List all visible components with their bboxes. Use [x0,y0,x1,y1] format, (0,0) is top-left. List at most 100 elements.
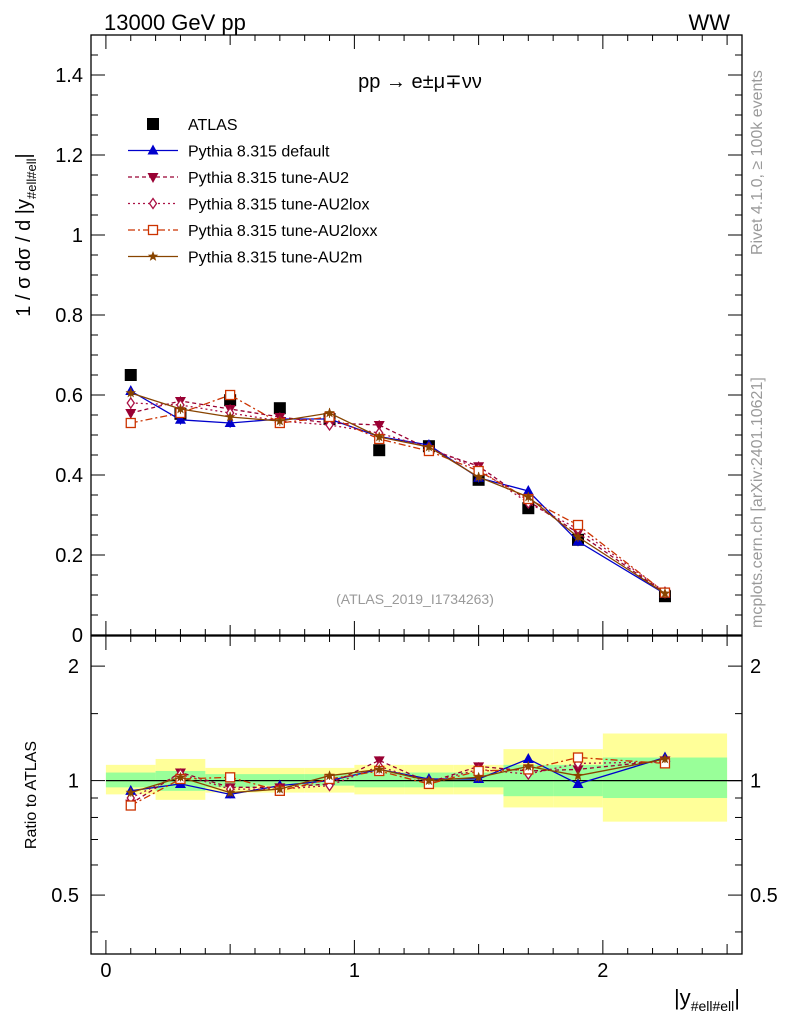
legend-entry-default: Pythia 8.315 default [128,144,330,161]
ratio-point-AU2m [473,771,484,782]
point-AU2loxx [572,519,584,531]
ratio-frame [90,635,743,955]
rivet-label: Rivet 4.1.0, ≥ 100k events [749,70,766,255]
ratio-series-AU2m [125,753,671,797]
header-right: WW [688,10,730,35]
legend-label: Pythia 8.315 tune-AU2lox [188,197,369,214]
legend-entry-AU2: Pythia 8.315 tune-AU2 [128,170,349,187]
ratio-y-tick-label-left: 1 [68,771,79,793]
series-line-default [130,390,666,595]
ratio-y-tick-label-left: 2 [68,656,79,678]
y-tick-label: 1.2 [55,145,83,167]
x-axis-label: |y#ell#ell| [674,985,740,1014]
process-label: pp → e±μ∓νν [358,71,482,93]
point-data [273,402,286,415]
legend-marker-AU2lox [148,197,158,210]
main-plot-content [124,369,671,603]
legend-entry-data: ATLAS [147,117,238,134]
point-AU2 [373,421,385,431]
ratio-y-tick-label-right: 1 [750,771,761,793]
legend-label: Pythia 8.315 tune-AU2m [188,250,362,267]
series-line-AU2lox [130,402,666,593]
point-AU2 [125,409,137,419]
header-left: 13000 GeV pp [104,10,246,35]
legend-entry-AU2m: Pythia 8.315 tune-AU2m [128,250,362,267]
point-AU2loxx [125,417,136,429]
legend-marker-AU2m [147,251,159,261]
ratio-y-tick-label-right: 2 [750,656,761,678]
main-panel: 0 0.2 0.4 0.6 0.8 1 1.2 1.4 pp → e±μ∓νν (ATLAS_… [13,34,743,647]
series-AU2m [125,387,671,599]
point-data [373,444,386,457]
point-AU2lox [126,396,136,410]
series-default [125,385,671,599]
ratio-panel: 0.5 0.5 1 1 2 2 0 1 2 Ratio to ATLAS [23,635,778,982]
y-tick-label: 1 [72,225,83,247]
main-axes: 0 0.2 0.4 0.6 0.8 1 1.2 1.4 [55,35,742,647]
point-AU2m [274,415,286,426]
point-AU2m [473,471,484,482]
point-AU2m [572,531,584,542]
point-AU2m [659,587,671,598]
ratio-axes: 0.5 0.5 1 1 2 2 0 1 2 [51,636,778,982]
point-AU2lox [325,418,334,432]
legend-marker-AU2 [147,173,159,183]
uncertainty-band-inner [354,772,405,788]
series-line-AU2loxx [130,394,666,594]
legend-label: Pythia 8.315 default [188,144,330,161]
legend-entry-AU2lox: Pythia 8.315 tune-AU2lox [128,197,369,214]
legend-marker-data [147,118,159,130]
ratio-y-tick-label-right: 0.5 [750,885,778,907]
legend: ATLAS Pythia 8.315 default Pythia 8.315 tu… [128,117,377,267]
point-AU2m [224,411,236,422]
legend-label: Pythia 8.315 tune-AU2 [188,170,349,187]
y-tick-label: 0.2 [55,545,83,567]
ratio-point-AU2loxx [572,752,584,763]
ratio-point-default [572,777,584,788]
ratio-point-default [522,752,534,763]
main-y-axis-label: 1 / σ dσ / d |y#ell#ell| [13,153,39,316]
point-default [224,417,236,427]
point-AU2loxx [224,389,236,401]
ratio-plot-content [105,733,742,822]
ratio-point-AU2m [324,770,335,781]
x-tick-label: 1 [349,960,360,982]
point-AU2m [324,407,335,418]
ratio-point-AU2m [659,753,671,764]
ratio-line-AU2lox [130,761,666,799]
series-AU2lox [126,396,670,599]
ratio-y-tick-label-left: 0.5 [51,885,79,907]
ratio-point-AU2m [523,760,534,771]
point-data [124,369,137,381]
y-tick-label: 0.4 [55,465,83,487]
point-AU2m [125,387,136,398]
point-AU2m [175,403,186,414]
x-tick-label: 0 [100,960,111,982]
legend-label: Pythia 8.315 tune-AU2loxx [188,223,377,240]
ratio-point-AU2m [125,787,136,797]
analysis-tag: (ATLAS_2019_I1734263) [336,591,494,607]
y-tick-label: 1.4 [55,65,83,87]
series-line-AU2 [130,400,666,594]
ratio-point-AU2loxx [125,800,136,811]
point-default [174,413,186,424]
ratio-point-AU2m [274,783,286,794]
ratio-point-AU2m [224,787,236,797]
point-AU2m [423,441,435,452]
point-AU2m [523,491,534,502]
ratio-point-AU2loxx [224,772,236,783]
y-tick-label: 0.8 [55,305,83,327]
series-AU2 [125,396,671,599]
mcplots-label: mcplots.cern.ch [arXiv:2401.10621] [749,377,766,628]
ratio-point-AU2m [374,763,385,774]
ratio-point-AU2m [572,770,584,781]
ratio-y-axis-label: Ratio to ATLAS [23,741,40,849]
series-line-AU2m [130,392,666,594]
point-AU2m [374,431,385,442]
uncertainty-band-inner [105,772,156,788]
y-tick-label: 0 [72,625,83,647]
y-tick-label: 0.6 [55,385,83,407]
legend-marker-default [147,144,159,155]
x-tick-label: 2 [597,960,608,982]
